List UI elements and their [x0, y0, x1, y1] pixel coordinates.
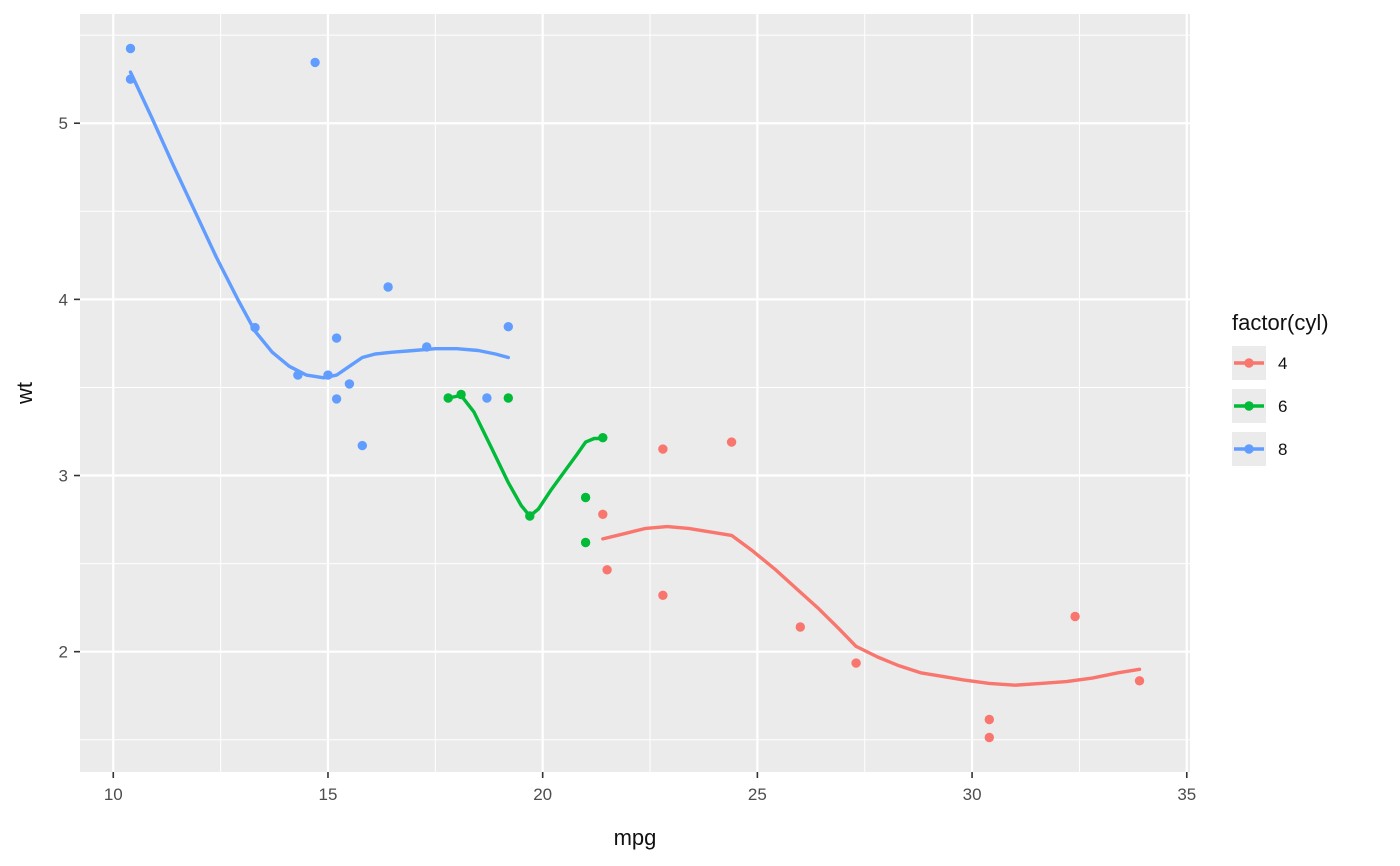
data-point-cyl-6: [580, 537, 591, 548]
legend-title: factor(cyl): [1232, 310, 1329, 335]
data-point-cyl-8: [331, 333, 342, 343]
data-point-cyl-8: [250, 322, 260, 333]
data-point-cyl-6: [525, 511, 535, 521]
x-tick-label: 30: [963, 785, 982, 804]
x-tick-label: 35: [1177, 785, 1196, 804]
y-tick-label: 5: [59, 114, 68, 133]
data-point-cyl-4: [726, 437, 737, 447]
axis-layer: 10 15 20 25 30 35 2 3 4 5: [59, 114, 1197, 804]
y-tick-label: 2: [59, 643, 68, 662]
legend-label: 8: [1278, 440, 1287, 459]
data-point-cyl-8: [310, 57, 320, 68]
data-point-cyl-8: [125, 74, 136, 84]
data-point-cyl-4: [795, 622, 805, 632]
data-point-cyl-8: [331, 394, 342, 404]
data-point-cyl-4: [602, 565, 612, 575]
data-point-cyl-4: [984, 714, 994, 725]
data-point-cyl-6: [443, 393, 453, 403]
data-point-cyl-4: [984, 732, 994, 743]
legend-label: 4: [1278, 354, 1287, 373]
y-axis-title: wt: [12, 382, 37, 405]
x-axis-title: mpg: [614, 825, 657, 850]
data-point-cyl-8: [422, 342, 432, 352]
smooth-line-cyl-6: [446, 393, 605, 518]
x-tick-label: 25: [748, 785, 767, 804]
grid-layer: [80, 14, 1190, 772]
y-tick-label: 4: [59, 290, 68, 309]
legend-key-point: [1244, 358, 1254, 368]
data-point-cyl-4: [1134, 676, 1145, 686]
data-point-cyl-4: [598, 509, 608, 519]
x-tick-label: 10: [104, 785, 123, 804]
legend-key-point: [1244, 444, 1254, 454]
legend-label: 6: [1278, 397, 1287, 416]
data-point-cyl-8: [293, 370, 303, 380]
x-tick-label: 20: [533, 785, 552, 804]
legend-keys: 4 6 8: [1232, 346, 1287, 466]
data-point-cyl-4: [851, 658, 861, 668]
legend-key-point: [1244, 401, 1254, 411]
data-point-cyl-8: [383, 282, 393, 292]
data-point-cyl-8: [323, 370, 333, 380]
plot-panel: [80, 14, 1190, 772]
marks-layer: [125, 43, 1145, 743]
data-point-cyl-8: [482, 393, 492, 403]
data-point-cyl-4: [658, 444, 668, 454]
data-point-cyl-8: [357, 440, 367, 451]
data-point-cyl-6: [503, 393, 513, 403]
smooth-line-cyl-4: [601, 524, 1142, 687]
data-point-cyl-6: [456, 389, 466, 400]
data-point-cyl-4: [658, 590, 668, 600]
data-point-cyl-6: [580, 492, 591, 503]
data-point-cyl-8: [125, 43, 136, 54]
data-point-cyl-8: [503, 322, 513, 332]
legend: factor(cyl) 4 6 8: [1232, 310, 1329, 466]
x-tick-label: 15: [319, 785, 338, 804]
panel-layer: [80, 14, 1190, 772]
data-point-cyl-8: [344, 379, 355, 389]
y-tick-label: 3: [59, 467, 68, 486]
data-point-cyl-6: [598, 433, 608, 443]
data-point-cyl-4: [1070, 611, 1080, 622]
